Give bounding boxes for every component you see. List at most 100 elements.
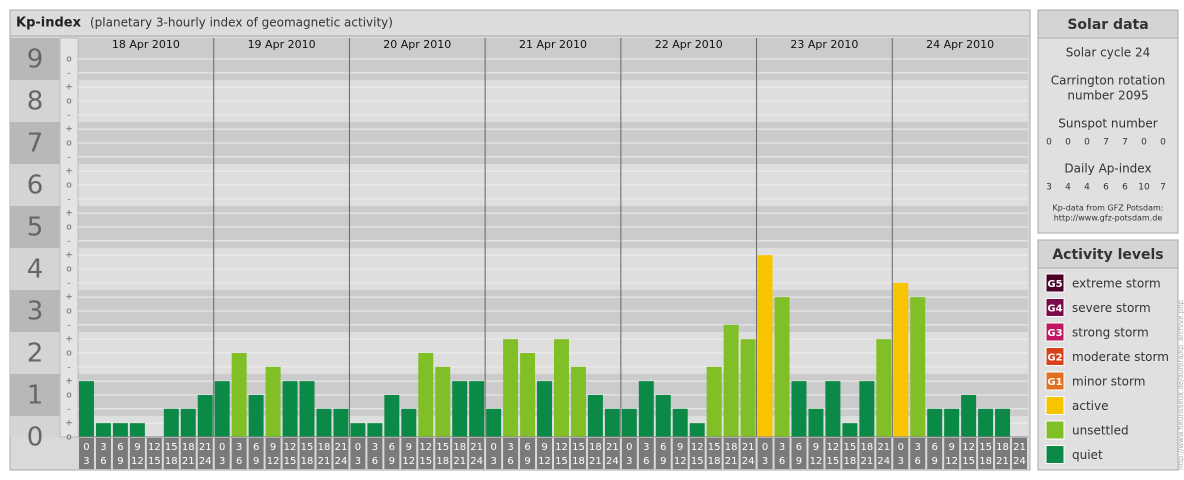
hour-label: 0 — [355, 442, 361, 453]
hour-label: 15 — [555, 456, 568, 467]
hour-box — [316, 438, 332, 469]
y-tick-label: 2 — [27, 339, 44, 369]
hour-box — [859, 438, 875, 469]
hour-box — [740, 438, 756, 469]
hour-label: 15 — [284, 456, 297, 467]
bar — [723, 324, 739, 437]
bar — [655, 395, 671, 437]
hour-label: 21 — [335, 442, 348, 453]
bar — [452, 381, 468, 437]
legend-badge: G5 — [1047, 279, 1062, 290]
hour-label: 6 — [372, 456, 378, 467]
hour-label: 21 — [453, 456, 466, 467]
hour-label: 6 — [236, 456, 242, 467]
bar — [638, 381, 654, 437]
hour-label: 6 — [796, 442, 802, 453]
bar — [927, 408, 943, 437]
hour-label: 15 — [708, 442, 721, 453]
hour-box — [367, 438, 383, 469]
hour-label: 9 — [932, 456, 938, 467]
bar — [740, 339, 756, 437]
minor-tick-label: + — [65, 419, 73, 429]
y-tick-label: 3 — [27, 297, 44, 327]
bar — [112, 423, 128, 437]
hour-label: 9 — [389, 456, 395, 467]
hour-box — [893, 438, 909, 469]
minor-tick-label: o — [66, 433, 72, 443]
day-label: 20 Apr 2010 — [383, 38, 451, 51]
hour-label: 6 — [660, 442, 666, 453]
legend-swatch — [1045, 420, 1065, 440]
day-label: 23 Apr 2010 — [790, 38, 858, 51]
hour-label: 3 — [236, 442, 242, 453]
minor-tick-label: o — [66, 181, 72, 191]
carrington: Carrington rotation — [1051, 74, 1165, 88]
day-label: 19 Apr 2010 — [248, 38, 316, 51]
hour-box — [774, 438, 790, 469]
bar — [248, 395, 264, 437]
hour-box — [808, 438, 824, 469]
hour-box — [537, 438, 552, 469]
minor-tick-label: o — [66, 139, 72, 149]
hour-label: 9 — [406, 442, 412, 453]
bar — [503, 339, 519, 437]
hour-label: 12 — [284, 442, 297, 453]
minor-tick-label: o — [66, 223, 72, 233]
hour-box — [180, 438, 196, 469]
bar — [384, 395, 400, 437]
ap-value: 6 — [1122, 183, 1128, 193]
hour-box — [825, 438, 841, 469]
bar — [825, 381, 841, 437]
hour-label: 6 — [117, 442, 123, 453]
hour-label: 3 — [219, 456, 225, 467]
minor-tick-label: + — [65, 125, 73, 135]
hour-label: 0 — [490, 442, 496, 453]
hour-label: 9 — [270, 442, 276, 453]
legend-label: quiet — [1072, 448, 1103, 462]
hour-label: 9 — [796, 456, 802, 467]
minor-tick-label: - — [67, 68, 70, 78]
bar — [180, 408, 196, 437]
bar — [995, 408, 1011, 437]
minor-tick-label: o — [66, 55, 72, 65]
hour-label: 15 — [979, 442, 992, 453]
bar — [265, 366, 281, 437]
bar — [79, 381, 94, 437]
legend-badge: G3 — [1047, 328, 1062, 339]
minor-tick-label: o — [66, 391, 72, 401]
hour-label: 3 — [355, 456, 361, 467]
ap-value: 3 — [1046, 183, 1052, 193]
hour-box — [299, 438, 315, 469]
bar — [757, 255, 773, 437]
minor-tick-label: o — [66, 349, 72, 359]
hour-label: 21 — [742, 442, 755, 453]
hour-box — [401, 438, 417, 469]
hour-box — [570, 438, 586, 469]
hour-label: 21 — [1013, 442, 1026, 453]
legend-label: extreme storm — [1072, 277, 1161, 291]
legend-swatch — [1045, 322, 1065, 342]
hour-label: 12 — [827, 442, 840, 453]
hour-box — [231, 438, 247, 469]
hour-label: 9 — [134, 442, 140, 453]
axis-band — [10, 164, 60, 206]
hour-label: 18 — [979, 456, 992, 467]
bar — [587, 395, 603, 437]
legend-swatch — [1045, 347, 1065, 366]
hour-box — [910, 438, 926, 469]
hour-label: 9 — [253, 456, 259, 467]
hour-label: 24 — [1013, 456, 1026, 467]
bar — [621, 408, 637, 437]
y-tick-label: 9 — [27, 45, 44, 75]
hour-label: 6 — [779, 456, 785, 467]
carrington: number 2095 — [1067, 89, 1148, 103]
hour-box — [587, 438, 603, 469]
hour-box — [638, 438, 654, 469]
bar — [333, 408, 349, 437]
minor-tick-label: - — [67, 194, 70, 204]
axis-band — [10, 248, 60, 290]
hour-label: 18 — [182, 442, 195, 453]
axis-band — [10, 122, 60, 164]
minor-tick-label: o — [66, 307, 72, 317]
minor-tick-label: + — [65, 293, 73, 303]
